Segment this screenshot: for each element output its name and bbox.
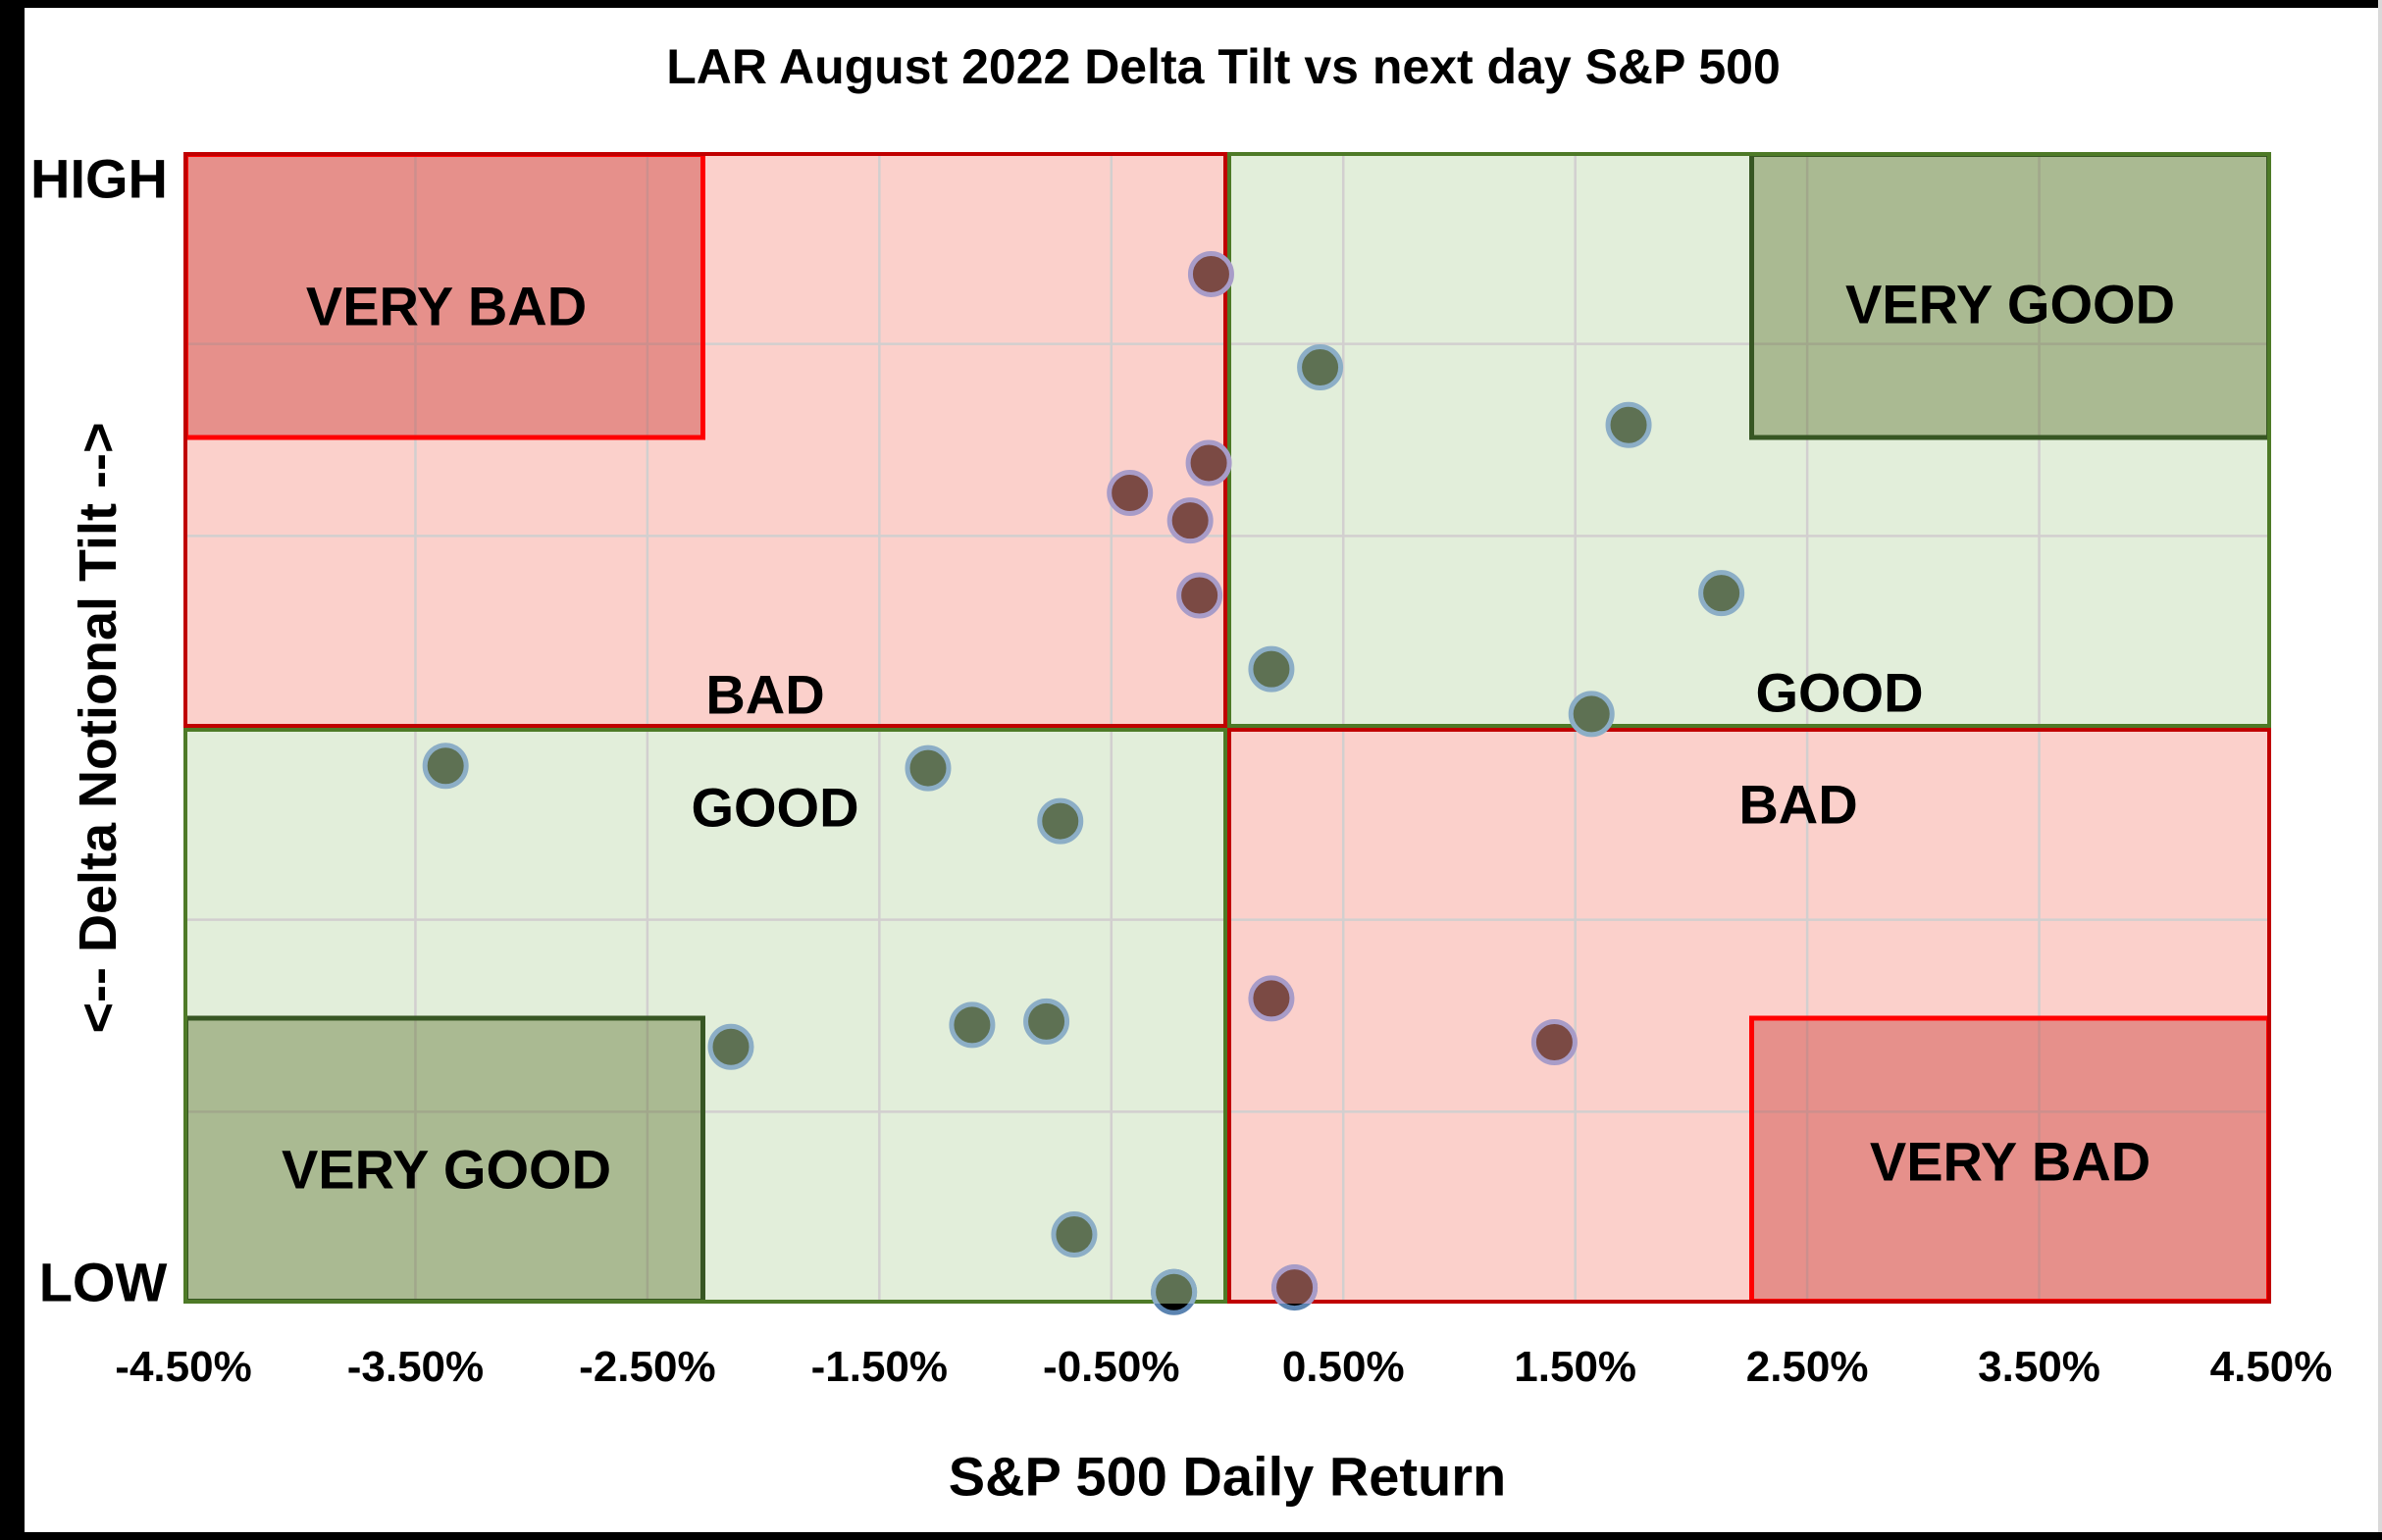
data-point: [1605, 401, 1652, 448]
data-point: [1568, 691, 1615, 738]
x-tick-label: 1.50%: [1514, 1343, 1637, 1391]
x-tick-label: -1.50%: [810, 1343, 949, 1391]
image-frame-top: [0, 0, 2382, 8]
data-point: [1248, 975, 1295, 1022]
chart-title: LAR August 2022 Delta Tilt vs next day S…: [666, 39, 1781, 94]
data-point: [1166, 497, 1214, 544]
data-point: [1051, 1211, 1098, 1258]
image-frame-left: [0, 0, 25, 1532]
data-point: [1107, 470, 1154, 517]
data-point: [905, 744, 952, 792]
y-axis-high-label: HIGH: [30, 147, 168, 210]
data-point: [1698, 570, 1745, 617]
quadrant-label-bad-bottom-right: BAD: [1738, 773, 1858, 836]
corner-box-very-good-top-right: [1749, 152, 2271, 440]
data-point: [1176, 572, 1223, 619]
x-tick-label: 4.50%: [2209, 1343, 2333, 1391]
y-axis-low-label: LOW: [38, 1251, 168, 1313]
data-point: [1037, 797, 1084, 845]
quadrant-border-bottom-right: [1227, 728, 2271, 1304]
quadrant-border-bottom-left: [183, 728, 1227, 1304]
data-point: [1185, 439, 1232, 487]
quadrant-label-very-bad-top-left: VERY BAD: [305, 275, 588, 337]
data-point: [1297, 344, 1344, 391]
x-tick-label: -3.50%: [346, 1343, 485, 1391]
x-tick-label: 2.50%: [1745, 1343, 1869, 1391]
x-tick-label: -4.50%: [115, 1343, 252, 1391]
data-point: [1530, 1019, 1578, 1066]
quadrant-label-good-top-right: GOOD: [1755, 661, 1924, 724]
data-point: [949, 1001, 996, 1049]
corner-box-very-bad-bottom-right: [1749, 1015, 2271, 1304]
quadrant-label-good-bottom-left: GOOD: [691, 776, 859, 839]
data-point: [1023, 998, 1070, 1045]
quadrant-border-top-left: [183, 152, 1227, 728]
data-point: [1151, 1268, 1198, 1304]
image-frame-right: [2378, 0, 2382, 1532]
data-point: [1271, 1264, 1319, 1304]
quadrant-label-very-bad-bottom-right: VERY BAD: [1869, 1130, 2151, 1193]
image-frame-bottom: [0, 1532, 2382, 1540]
data-point: [1187, 250, 1234, 297]
data-point: [422, 743, 469, 790]
x-tick-label: -2.50%: [579, 1343, 716, 1391]
x-tick-label: 3.50%: [1978, 1343, 2100, 1391]
quadrant-border-top-right: [1227, 152, 2271, 728]
x-tick-label: -0.50%: [1043, 1343, 1180, 1391]
quadrant-label-very-good-top-right: VERY GOOD: [1844, 273, 2176, 335]
x-axis-title: S&P 500 Daily Return: [948, 1445, 1507, 1508]
y-axis-title: <-- Delta Notional Tilt -->: [69, 422, 128, 1034]
quadrant-label-very-good-bottom-left: VERY GOOD: [281, 1138, 612, 1201]
data-point: [707, 1023, 754, 1070]
data-point: [1248, 645, 1295, 693]
quadrant-label-bad-top-left: BAD: [705, 663, 825, 726]
x-tick-label: 0.50%: [1281, 1343, 1405, 1391]
